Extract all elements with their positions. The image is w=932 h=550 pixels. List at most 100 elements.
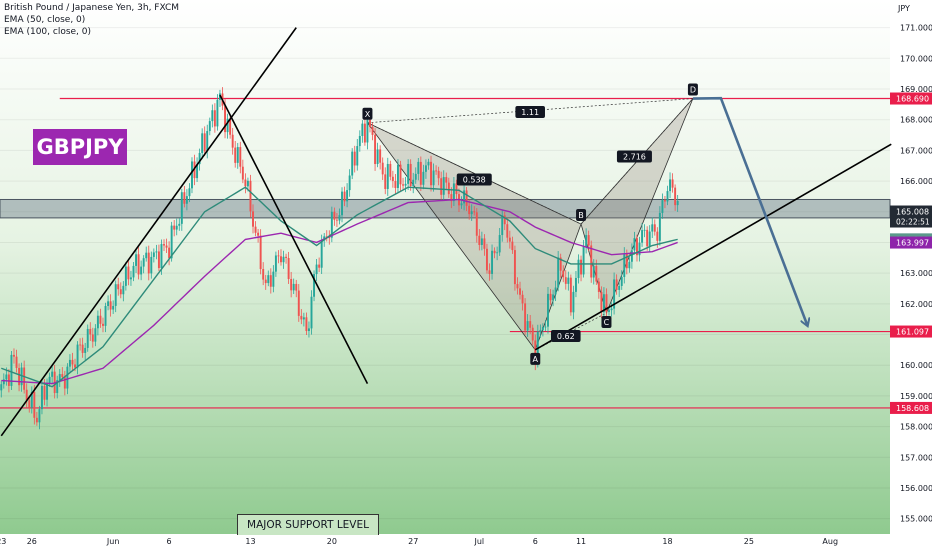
candle-body: [104, 305, 107, 326]
candle-body: [435, 170, 438, 172]
candle-body: [473, 211, 476, 213]
candle-body: [63, 377, 66, 389]
candle-body: [66, 366, 69, 389]
harmonic-ratio-label: 2.716: [623, 153, 646, 162]
ema100-legend[interactable]: EMA (100, close, 0): [4, 27, 92, 37]
candle-body: [127, 266, 130, 280]
candle-body: [386, 163, 389, 189]
candle-body: [641, 230, 644, 243]
harmonic-ratio-label-bg: [616, 150, 652, 163]
candle-body: [661, 200, 664, 213]
candle-body: [361, 123, 364, 136]
symbol-badge: GBPJPY: [33, 129, 127, 165]
candle-body: [180, 192, 183, 224]
candle-body: [572, 291, 575, 313]
candle-body: [328, 237, 331, 239]
candle-body: [257, 232, 260, 236]
trendline[interactable]: [534, 143, 892, 351]
candle-body: [580, 259, 583, 275]
price-axis[interactable]: [890, 0, 932, 550]
candle-body: [56, 380, 59, 394]
candle-body: [28, 400, 31, 408]
candle-body: [412, 179, 415, 187]
candle-body: [562, 270, 565, 278]
candle-body: [137, 254, 140, 275]
candle-body: [608, 310, 610, 312]
candle-body: [526, 321, 529, 331]
harmonic-ratio-label-bg: [515, 106, 545, 119]
candle-body: [68, 359, 71, 367]
candle-body: [155, 251, 158, 253]
candle-body: [150, 256, 153, 274]
price-axis-tick: 170.000: [900, 54, 932, 63]
price-axis-tick: 166.000: [900, 177, 932, 186]
candle-body: [318, 264, 321, 268]
candle-body: [307, 328, 310, 332]
symbol-title: British Pound / Japanese Yen, 3h, FXCM: [4, 3, 180, 13]
candle-body: [478, 235, 481, 245]
candle-body: [643, 229, 646, 231]
candle-body: [193, 161, 196, 179]
candle-body: [511, 241, 514, 251]
candle-body: [48, 376, 51, 384]
candle-body: [264, 279, 267, 284]
candle-body: [351, 151, 354, 176]
candle-body: [81, 344, 84, 353]
candle-body: [315, 264, 318, 275]
candle-body: [18, 367, 21, 386]
candle-body: [183, 192, 186, 204]
candle-body: [5, 374, 8, 380]
price-axis-currency: JPY: [897, 4, 910, 13]
major-support-annotation: MAJOR SUPPORT LEVEL: [237, 514, 379, 535]
candle-body: [0, 384, 3, 391]
trendline[interactable]: [0, 27, 297, 437]
ema100-line[interactable]: [1, 198, 678, 385]
time-axis[interactable]: [0, 534, 890, 550]
harmonic-point-label-bg: [601, 316, 612, 329]
ema50-line[interactable]: [1, 186, 678, 388]
candle-body: [488, 270, 491, 274]
candle-body: [552, 294, 555, 301]
candle-body: [206, 131, 209, 152]
candle-body: [13, 354, 15, 357]
candle-body: [592, 266, 595, 278]
projection-arrow[interactable]: [692, 96, 807, 325]
candle-body: [465, 190, 468, 206]
current-price-tag-bg: [890, 205, 932, 228]
candle-body: [419, 161, 422, 185]
harmonic-ratio-label-bg: [456, 173, 492, 186]
candle-body: [302, 317, 305, 320]
time-axis-tick: 18: [662, 537, 672, 546]
candle-body: [89, 328, 92, 335]
candle-body: [117, 284, 120, 290]
candle-body: [249, 180, 252, 212]
candle-body: [280, 256, 282, 263]
candle-body: [460, 203, 463, 206]
candle-body: [191, 161, 193, 189]
candle-body: [623, 253, 626, 277]
ema50-legend[interactable]: EMA (50, close, 0): [4, 15, 86, 25]
candle-body: [358, 135, 361, 147]
candle-body: [170, 225, 173, 259]
candle-body: [508, 237, 511, 242]
candle-body: [129, 277, 132, 280]
candle-body: [102, 323, 104, 326]
candle-body: [163, 244, 165, 246]
candle-body: [620, 276, 623, 286]
candle-body: [295, 283, 298, 291]
candle-body: [91, 334, 94, 342]
trendline[interactable]: [219, 94, 369, 384]
candle-body: [124, 266, 127, 286]
time-axis-tick: Jun: [106, 537, 120, 546]
candle-body: [445, 177, 448, 183]
candle-body: [674, 187, 677, 206]
candle-body: [379, 149, 382, 163]
time-axis-tick: 27: [408, 537, 418, 546]
candle-body: [203, 133, 206, 152]
candle-body: [338, 215, 341, 221]
candle-body: [76, 344, 79, 368]
candle-body: [394, 181, 397, 188]
candle-body: [348, 175, 351, 191]
